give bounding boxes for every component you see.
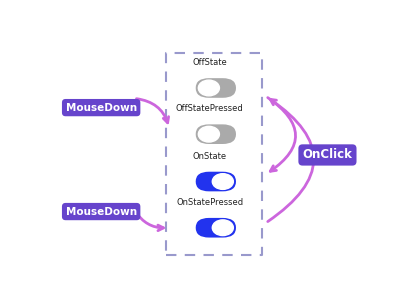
FancyBboxPatch shape xyxy=(196,218,236,238)
Circle shape xyxy=(198,80,220,96)
FancyBboxPatch shape xyxy=(196,172,236,191)
Text: MouseDown: MouseDown xyxy=(66,103,137,112)
Bar xyxy=(166,53,262,256)
Circle shape xyxy=(212,220,233,236)
Text: OffState: OffState xyxy=(192,58,227,67)
FancyBboxPatch shape xyxy=(196,78,236,98)
Circle shape xyxy=(212,174,233,189)
Circle shape xyxy=(198,126,220,142)
Text: OnClick: OnClick xyxy=(302,148,352,161)
Text: OffStatePressed: OffStatePressed xyxy=(176,104,244,113)
Text: OnState: OnState xyxy=(192,152,227,161)
Text: MouseDown: MouseDown xyxy=(66,207,137,217)
Text: OnStatePressed: OnStatePressed xyxy=(176,198,243,207)
FancyBboxPatch shape xyxy=(196,124,236,144)
